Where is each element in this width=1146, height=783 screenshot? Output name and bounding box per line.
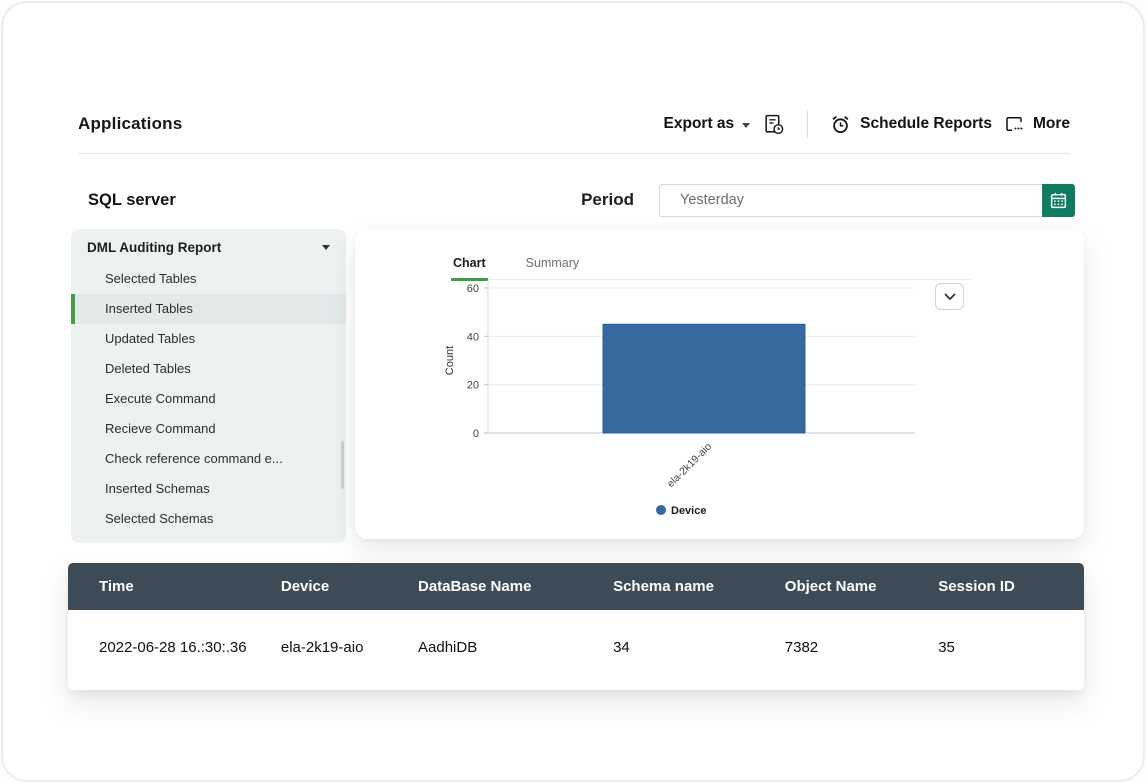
table-cell: 35 (907, 610, 1084, 685)
table-cell: AadhiDB (387, 610, 583, 685)
report-sidebar: DML Auditing Report Selected Tables Inser… (71, 229, 346, 543)
chart-tabs: Chart Summary (451, 256, 971, 281)
table-cell: 7382 (753, 610, 908, 685)
sidebar-item[interactable]: Selected Schemas (105, 511, 214, 526)
sidebar-item[interactable]: Updated Tables (105, 331, 196, 346)
report-title: SQL server (88, 190, 176, 209)
page-title: Applications (78, 114, 183, 133)
period-picker: Period (581, 183, 1075, 217)
results-table: Time Device DataBase Name Schema name Object… (68, 563, 1084, 685)
y-tick-label: 20 (467, 380, 479, 392)
sidebar-item[interactable]: Check reference command e... (105, 451, 283, 466)
y-tick-label: 60 (467, 283, 479, 295)
period-input[interactable] (659, 183, 1042, 217)
more-button[interactable]: More (1004, 114, 1070, 134)
export-as-label: Export as (663, 115, 735, 132)
tab-chart[interactable]: Chart (451, 256, 488, 281)
schedule-reports-label: Schedule Reports (860, 115, 992, 132)
caret-down-icon (742, 122, 751, 128)
period-label: Period (581, 190, 634, 209)
column-header: Object Name (753, 563, 908, 610)
bar-chart: 0 20 40 60 Count ela-2k19-aio Device (444, 280, 915, 517)
table-cell: 34 (582, 610, 754, 685)
schedule-reports-button[interactable]: Schedule Reports (830, 114, 992, 135)
chart-bar[interactable] (602, 323, 806, 434)
toolbar-divider (807, 110, 809, 138)
y-tick-label: 40 (467, 331, 479, 343)
header-divider (78, 153, 1070, 154)
sidebar-item[interactable]: Execute Command (105, 391, 216, 406)
legend-label[interactable]: Device (671, 505, 706, 517)
sidebar-item[interactable]: Inserted Tables (71, 294, 346, 324)
table-cell: ela-2k19-aio (249, 610, 388, 685)
sidebar-list: Selected Tables Inserted Tables Updated Ta… (71, 264, 346, 534)
subheader: SQL server Period (88, 183, 1075, 217)
column-header: Device (249, 563, 388, 610)
document-clock-icon[interactable] (762, 113, 785, 136)
toolbar-actions: Export as (664, 110, 1070, 138)
column-header: Schema name (582, 563, 754, 610)
sidebar-item[interactable]: Recieve Command (105, 421, 216, 436)
x-tick-label: ela-2k19-aio (665, 441, 714, 490)
export-as-button[interactable]: Export as (664, 115, 751, 133)
tab-summary[interactable]: Summary (525, 256, 580, 270)
chevron-down-icon (944, 293, 956, 301)
chart-card: Chart Summary 0 20 40 60 Count ela-2k19-aio Dev… (355, 229, 1084, 539)
y-axis-label: Count (444, 346, 456, 375)
sidebar-item[interactable]: Inserted Schemas (105, 481, 210, 496)
sidebar-scrollbar[interactable] (341, 441, 344, 489)
legend-marker[interactable] (656, 505, 666, 515)
alarm-clock-icon (830, 114, 851, 135)
table-body: 2022-06-28 16.:30:.36 ela-2k19-aio AadhiDB… (68, 610, 1084, 685)
results-table-card: Time Device DataBase Name Schema name Object… (68, 563, 1084, 690)
y-tick-label: 0 (473, 428, 479, 440)
top-toolbar: Applications Export as (78, 101, 1070, 147)
table-row: 2022-06-28 16.:30:.36 ela-2k19-aio AadhiDB… (68, 610, 1084, 685)
table-cell: 2022-06-28 16.:30:.36 (68, 610, 250, 685)
sidebar-item[interactable]: Deleted Tables (105, 361, 191, 376)
table-header-row: Time Device DataBase Name Schema name Object… (68, 563, 1084, 610)
chart-options-dropdown[interactable] (935, 283, 964, 310)
sidebar-item[interactable]: Selected Tables (105, 271, 197, 286)
sidebar-header-label: DML Auditing Report (87, 240, 222, 255)
more-label: More (1032, 115, 1070, 132)
caret-down-icon (322, 245, 330, 250)
sidebar-header[interactable]: DML Auditing Report (71, 229, 346, 264)
calendar-button[interactable] (1042, 183, 1075, 217)
column-header: DataBase Name (387, 563, 583, 610)
window-more-icon (1004, 114, 1024, 134)
column-header: Time (68, 563, 250, 610)
calendar-icon (1049, 191, 1068, 210)
column-header: Session ID (907, 563, 1084, 610)
